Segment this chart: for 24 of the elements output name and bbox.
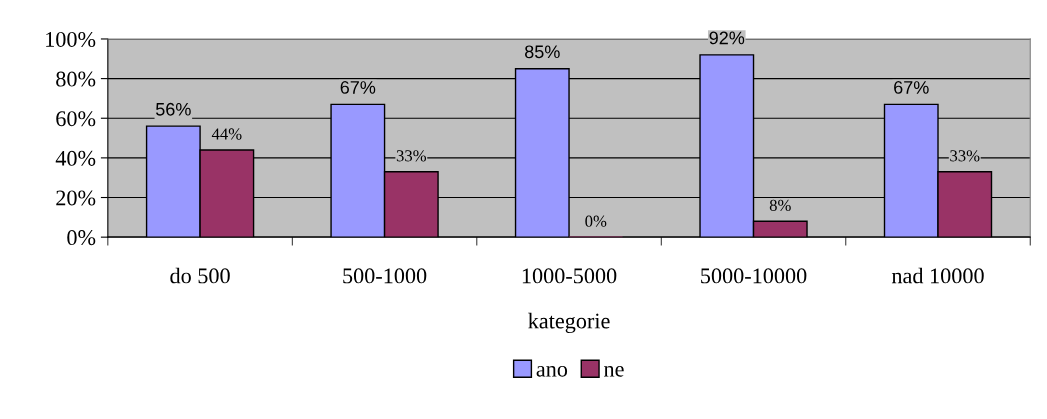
data-label: 85% [525,45,560,59]
data-label: 0% [585,215,607,227]
data-label: 44% [211,128,242,140]
data-label: 33% [950,150,980,162]
data-label: 67% [894,81,929,94]
y-tick-label: 40% [55,150,96,166]
data-label: 67% [340,81,376,94]
y-tick-label: 60% [56,111,96,127]
x-tick-label: do 500 [170,267,230,284]
x-tick-label: 5000-10000 [701,268,807,284]
y-tick-label: 100% [46,31,96,47]
legend-label: ano [536,365,568,377]
data-label: 92% [709,31,745,45]
data-label: 33% [396,150,427,162]
x-tick-label: 1000-5000 [522,268,617,284]
x-tick-label: 500-1000 [343,268,427,284]
x-axis-title: kategorie [528,312,610,334]
x-tick-label: nad 10000 [891,267,984,284]
y-tick-label: 20% [56,190,96,206]
y-tick-label: 80% [56,71,96,87]
legend-label: ne [604,365,624,377]
data-label: 8% [769,199,791,212]
y-tick-label: 0% [67,230,96,246]
data-label: 56% [155,102,191,116]
